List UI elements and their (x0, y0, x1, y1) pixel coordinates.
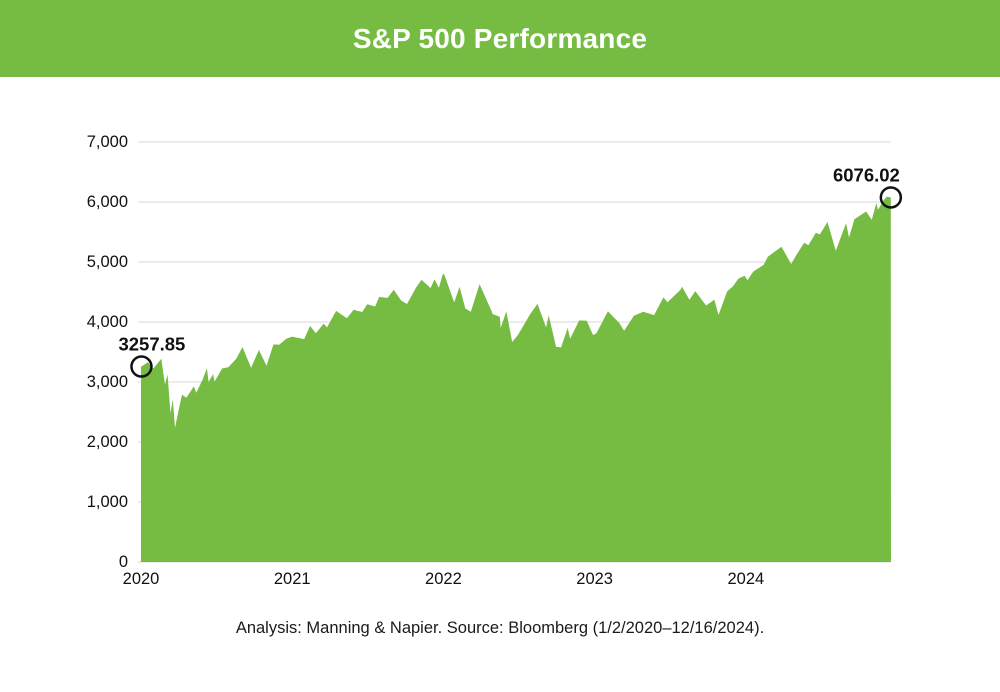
y-axis-tick-label: 3,000 (86, 373, 128, 391)
chart-title: S&P 500 Performance (352, 22, 648, 54)
endpoint-value-label: 6076.02 (833, 164, 900, 185)
x-axis-tick-label: 2024 (727, 570, 765, 588)
x-axis-tick-label: 2021 (273, 570, 311, 588)
x-axis-tick-label: 2023 (576, 570, 613, 588)
y-axis-tick-label: 6,000 (86, 193, 128, 211)
y-axis-tick-label: 1,000 (86, 493, 128, 511)
x-axis-tick-label: 2020 (122, 570, 160, 588)
y-axis-tick-label: 4,000 (86, 313, 128, 331)
area-series (141, 196, 891, 562)
header-banner: S&P 500 Performance (0, 0, 1000, 77)
chart-canvas: 3257.85 6076.02 (118, 141, 903, 563)
source-caption: Analysis: Manning & Napier. Source: Bloo… (235, 619, 765, 637)
y-axis-tick-label: 0 (118, 553, 128, 571)
x-axis-tick-label: 2022 (425, 570, 462, 588)
sp500-area-chart: 3257.85 6076.02 0 1,000 2,000 3,000 4,000 5,00… (0, 77, 1000, 622)
y-axis-tick-label: 5,000 (86, 253, 128, 271)
endpoint-marker (879, 186, 903, 209)
endpoint-marker (130, 355, 153, 378)
endpoint-value-label: 3257.85 (118, 334, 185, 355)
y-axis-tick-label: 2,000 (86, 433, 128, 451)
y-axis-tick-label: 7,000 (86, 133, 128, 151)
